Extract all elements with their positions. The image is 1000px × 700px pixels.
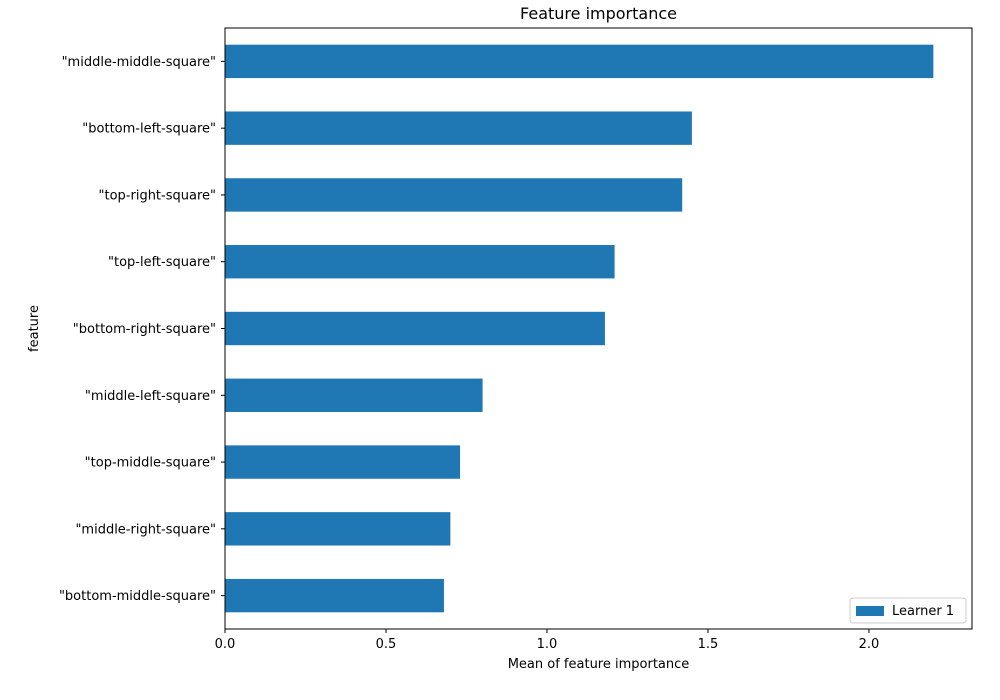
y-axis-label: feature (27, 305, 42, 352)
bar (225, 245, 615, 279)
bar (225, 111, 692, 145)
bars-group (225, 44, 934, 613)
y-axis-ticks: "middle-middle-square" "bottom-left-squar… (59, 55, 225, 604)
y-tick-label: "top-left-square" (108, 255, 216, 270)
x-tick-label: 2.0 (859, 637, 880, 652)
y-tick-label: "bottom-left-square" (82, 122, 216, 137)
y-tick-label: "middle-right-square" (75, 522, 216, 537)
bar (225, 445, 461, 479)
x-tick-label: 0.0 (215, 637, 236, 652)
y-tick-label: "middle-middle-square" (62, 55, 216, 70)
bar (225, 311, 605, 346)
x-tick-label: 1.5 (698, 637, 719, 652)
y-tick-label: "top-right-square" (99, 188, 216, 203)
legend: Learner 1 (849, 597, 967, 624)
y-tick-label: "bottom-middle-square" (59, 589, 216, 604)
x-axis-label: Mean of feature importance (508, 657, 690, 672)
chart-title: Feature importance (520, 4, 677, 23)
x-tick-label: 0.5 (376, 637, 397, 652)
bar (225, 378, 483, 412)
bar (225, 512, 451, 546)
legend-swatch-learner-1 (856, 606, 884, 616)
x-axis-ticks: 0.0 0.5 1.0 1.5 2.0 (215, 629, 880, 652)
x-tick-label: 1.0 (537, 637, 558, 652)
bar (225, 44, 934, 79)
bar (225, 178, 683, 212)
y-tick-label: "top-middle-square" (85, 456, 216, 471)
bar (225, 578, 444, 613)
legend-box (849, 597, 967, 624)
legend-label-learner-1: Learner 1 (892, 604, 954, 619)
y-tick-label: "middle-left-square" (85, 389, 216, 404)
y-tick-label: "bottom-right-square" (73, 322, 216, 337)
